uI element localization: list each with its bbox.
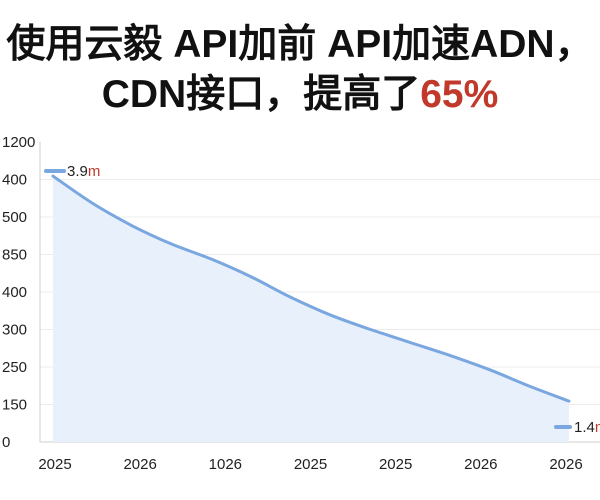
data-point <box>528 385 531 388</box>
y-tick-label: 0 <box>2 434 10 451</box>
x-tick-label: 2025 <box>294 456 327 473</box>
x-tick-label: 1026 <box>209 456 242 473</box>
x-tick-label: 2025 <box>38 456 71 473</box>
data-point <box>488 368 491 371</box>
y-tick-label: 850 <box>2 247 27 264</box>
series-area <box>53 176 569 442</box>
x-tick-labels: 2025 2026 1026 2025 2025 2026 2026 <box>38 456 582 473</box>
y-tick-label: 400 <box>2 284 27 301</box>
start-annotation-value: 3.9 <box>67 163 88 180</box>
y-tick-label: 400 <box>2 172 27 189</box>
y-tick-label: 300 <box>2 322 27 339</box>
y-tick-label: 150 <box>2 397 27 414</box>
end-annotation: 1.4m <box>574 419 600 436</box>
start-annotation-unit: m <box>88 163 101 180</box>
start-annotation: 3.9m <box>67 163 100 180</box>
title-line-1: 使用云毅 API加前 API加速ADN， <box>6 23 594 66</box>
y-tick-label: 1200 <box>2 134 35 151</box>
data-point <box>568 400 571 403</box>
annotations: 3.9m 1.4m <box>44 163 600 436</box>
end-annotation-unit: m <box>595 419 600 436</box>
series-line <box>51 174 571 403</box>
data-point <box>91 202 94 205</box>
end-annotation-value: 1.4 <box>574 419 595 436</box>
data-point <box>131 224 134 227</box>
x-tick-label: 2026 <box>464 456 497 473</box>
x-tick-label: 2025 <box>379 456 412 473</box>
data-point <box>290 296 293 299</box>
data-point <box>52 175 55 178</box>
data-point <box>171 243 174 246</box>
chart-title: 使用云毅 API加前 API加速ADN， CDN接口，提高了65% <box>0 20 600 120</box>
x-tick-label: 2026 <box>123 456 156 473</box>
data-point <box>329 314 332 317</box>
title-line-2: CDN接口，提高了65% <box>0 70 600 120</box>
y-tick-labels: 1200 400 500 850 400 300 250 150 0 <box>2 134 35 451</box>
data-point <box>210 258 213 261</box>
data-point <box>250 276 253 279</box>
title-accent-percent: 65% <box>420 73 499 116</box>
title-line-2-text: CDN接口，提高了 <box>101 73 421 116</box>
y-tick-label: 250 <box>2 359 27 376</box>
data-point <box>409 341 412 344</box>
data-point <box>369 328 372 331</box>
x-tick-label: 2026 <box>549 456 582 473</box>
data-point <box>448 354 451 357</box>
y-tick-label: 500 <box>2 209 27 226</box>
